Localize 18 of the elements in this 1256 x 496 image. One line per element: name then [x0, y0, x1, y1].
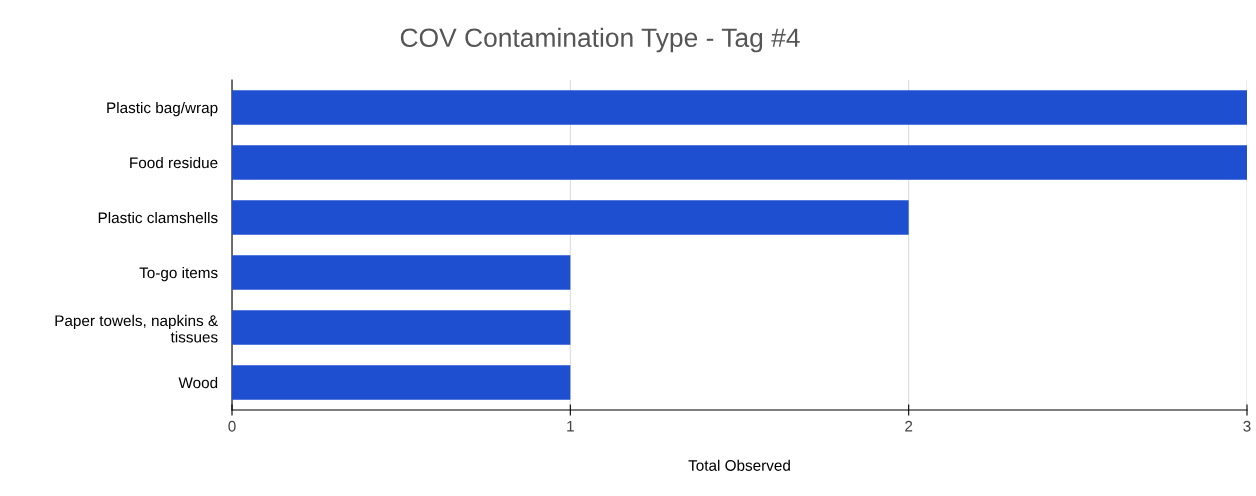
bar: [232, 310, 571, 345]
bar: [232, 200, 909, 235]
y-tick-label: Paper towels, napkins & tissues: [55, 314, 218, 343]
y-tick-label: Wood: [178, 376, 218, 389]
x-tick-label: 3: [1243, 420, 1251, 432]
chart-title: COV Contamination Type - Tag #4: [400, 27, 800, 53]
x-tick-label: 0: [228, 420, 236, 432]
y-tick-label: Plastic bag/wrap: [107, 101, 218, 117]
y-tick-label: Plastic clamshells: [98, 211, 218, 224]
bar: [232, 255, 571, 290]
x-tick-label: 2: [905, 420, 913, 432]
y-tick-label: To-go items: [139, 266, 218, 282]
x-tick-label: 1: [567, 420, 574, 432]
y-tick-label: Food residue: [130, 156, 218, 169]
x-axis-title: Total Observed: [688, 459, 790, 471]
bar: [232, 365, 571, 400]
bar: [232, 90, 1247, 125]
bar: [232, 145, 1247, 180]
